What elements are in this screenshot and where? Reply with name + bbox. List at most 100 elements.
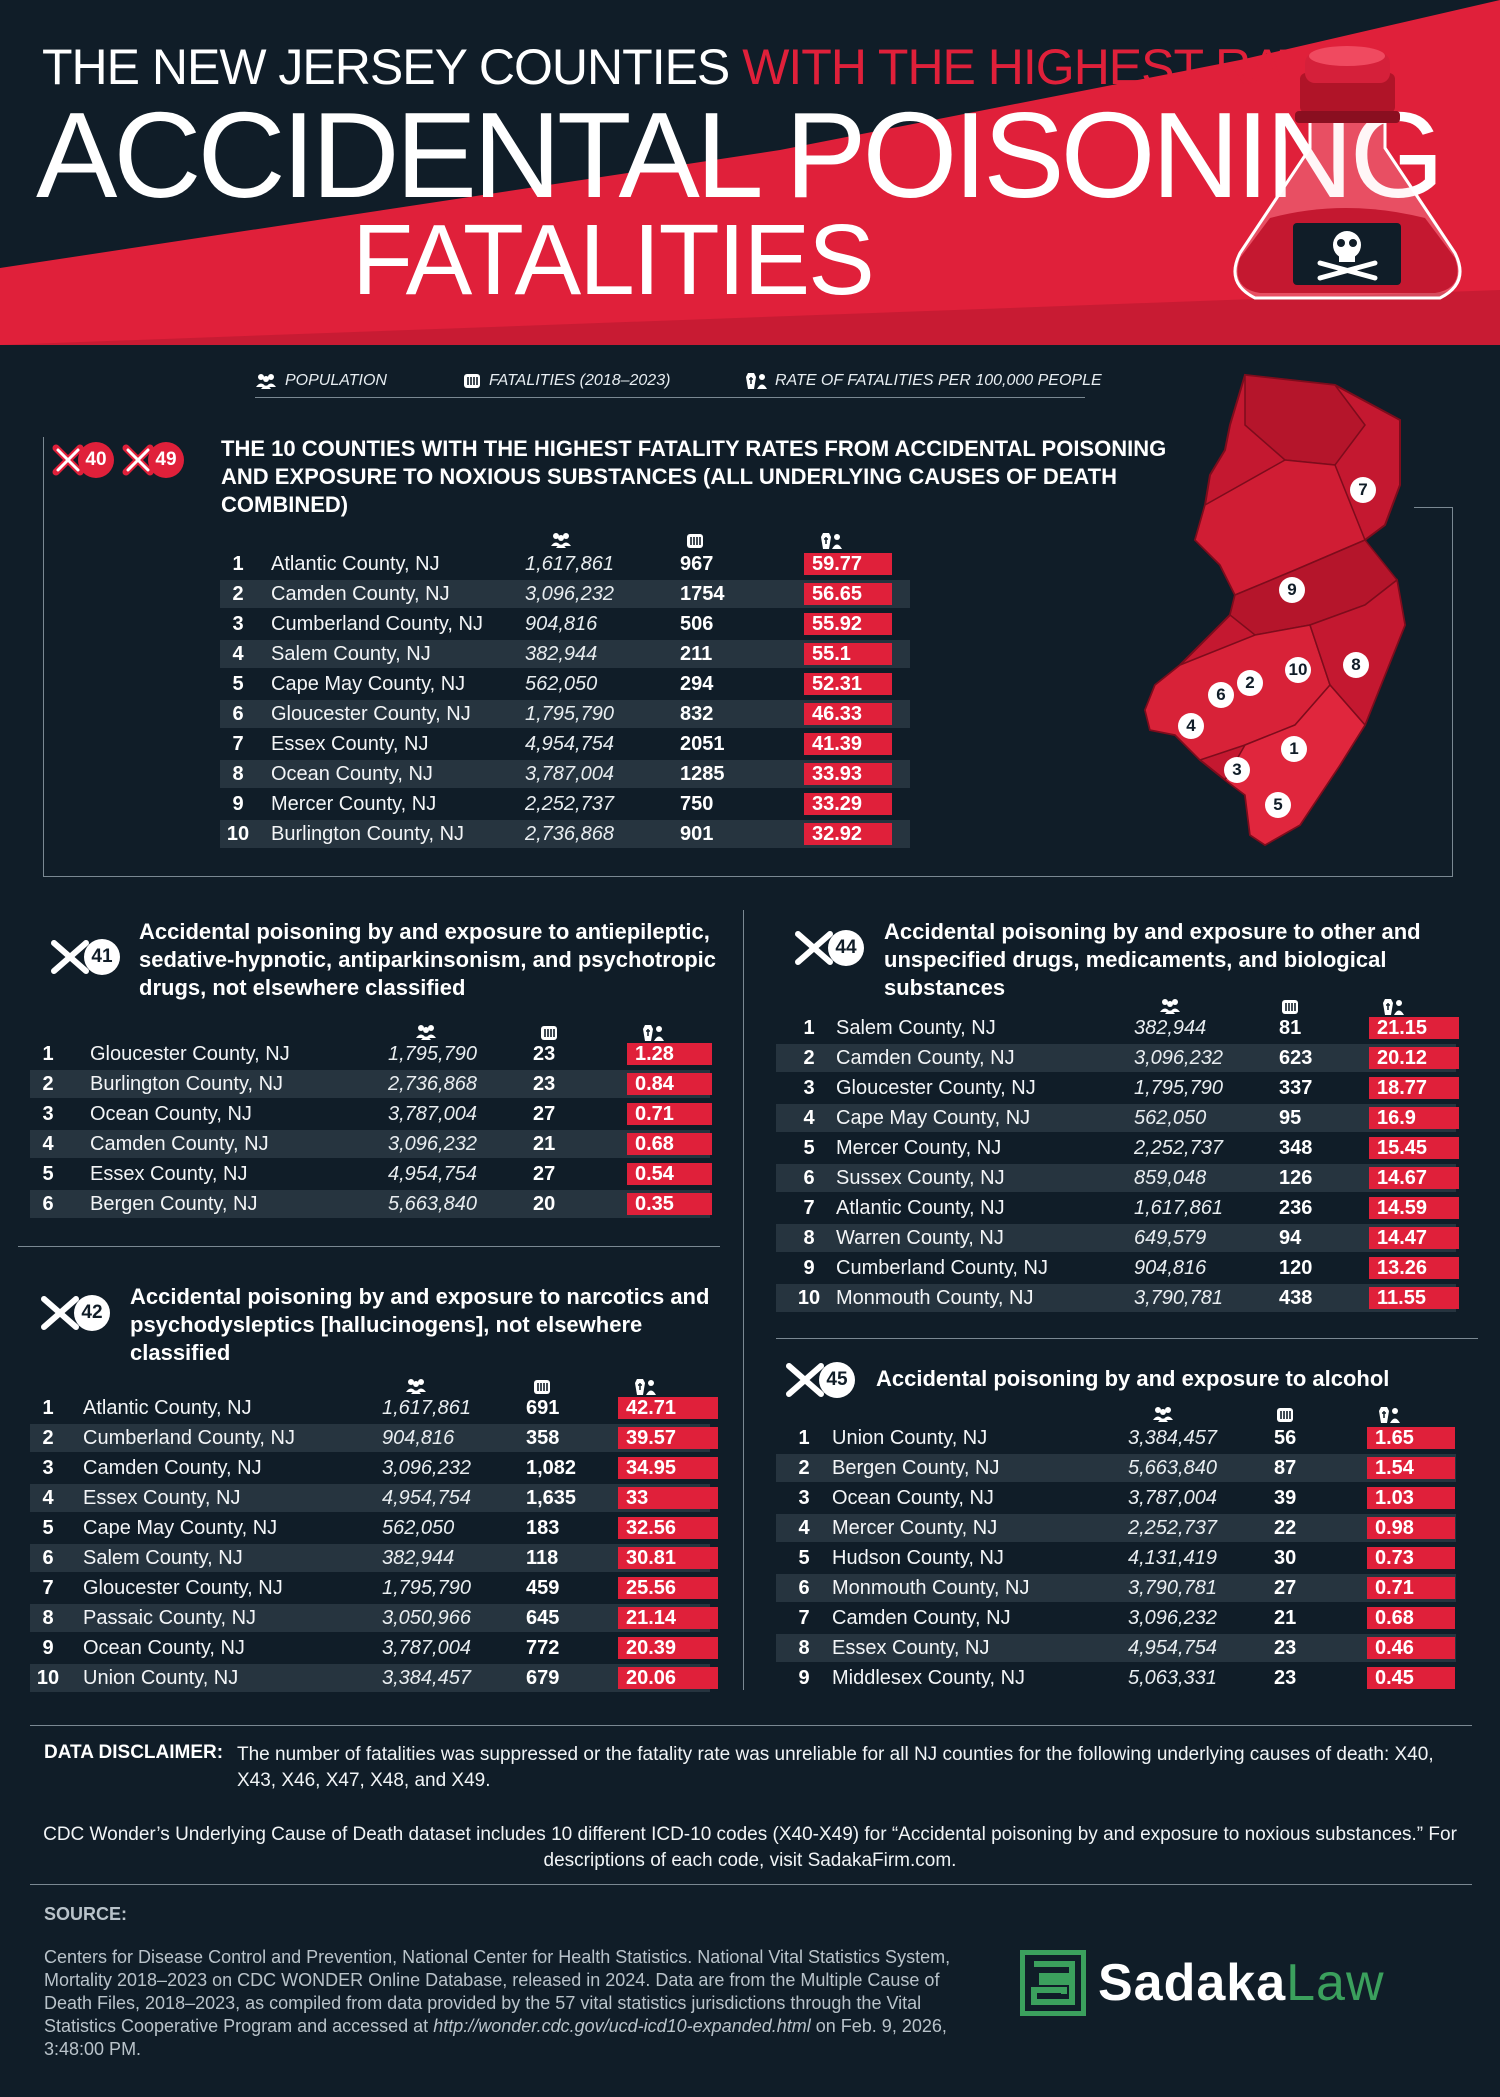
source-text: Centers for Disease Control and Preventi… — [44, 1947, 951, 2059]
fatalities-cell: 30 — [1274, 1547, 1297, 1569]
table-row: 3 Gloucester County, NJ 1,795,790 337 18.77 — [776, 1074, 1459, 1102]
table-row: 10 Union County, NJ 3,384,457 679 20.06 — [30, 1664, 718, 1692]
crossbones-icon — [52, 444, 84, 476]
rank-cell: 6 — [42, 1193, 54, 1215]
county-cell: Salem County, NJ — [271, 643, 431, 665]
section-divider — [18, 1246, 720, 1247]
table-row: 5 Essex County, NJ 4,954,754 27 0.54 — [30, 1160, 712, 1188]
table-row: 8 Ocean County, NJ 3,787,004 1285 33.93 — [220, 760, 910, 788]
disclaimer-label: DATA DISCLAIMER: — [44, 1742, 224, 1763]
rank-cell: 2 — [803, 1047, 815, 1069]
x42-title: Accidental poisoning by and exposure to … — [130, 1284, 710, 1365]
population-cell: 3,787,004 — [525, 763, 614, 785]
cdc-note: CDC Wonder’s Underlying Cause of Death d… — [43, 1824, 1457, 1871]
population-cell: 2,252,737 — [1128, 1517, 1217, 1539]
county-cell: Mercer County, NJ — [271, 793, 437, 815]
people-icon — [406, 1379, 426, 1394]
population-cell: 4,954,754 — [525, 733, 614, 755]
population-cell: 2,736,868 — [525, 823, 614, 845]
county-cell: Cape May County, NJ — [271, 673, 466, 695]
table-row: 9 Mercer County, NJ 2,252,737 750 33.29 — [220, 790, 910, 818]
rate-cell: 25.56 — [618, 1577, 718, 1599]
county-cell: Sussex County, NJ — [836, 1167, 1005, 1189]
map-marker-9: 9 — [1279, 577, 1305, 603]
table-row: 6 Sussex County, NJ 859,048 126 14.67 — [776, 1164, 1459, 1192]
rank-cell: 2 — [42, 1073, 54, 1095]
population-cell: 562,050 — [525, 673, 598, 695]
rate-cell: 15.45 — [1369, 1137, 1459, 1159]
county-cell: Cumberland County, NJ — [271, 613, 483, 635]
rate-cell: 1.03 — [1367, 1487, 1455, 1509]
fatalities-cell: 211 — [680, 643, 713, 665]
rank-cell: 1 — [232, 553, 244, 575]
population-cell: 3,384,457 — [1128, 1427, 1217, 1449]
fatalities-cell: 2051 — [680, 733, 725, 755]
rate-cell: 0.71 — [627, 1103, 712, 1125]
population-cell: 4,954,754 — [382, 1487, 471, 1509]
crossbones-icon — [51, 940, 89, 974]
county-cell: Cumberland County, NJ — [836, 1257, 1048, 1279]
coffin-person-icon — [643, 1025, 664, 1041]
population-cell: 5,063,331 — [1128, 1667, 1217, 1689]
rank-cell: 8 — [232, 763, 244, 785]
rank-cell: 3 — [232, 613, 244, 635]
county-cell: Gloucester County, NJ — [90, 1043, 290, 1065]
county-cell: Monmouth County, NJ — [832, 1577, 1030, 1599]
fatalities-cell: 506 — [680, 613, 714, 635]
table-row: 6 Salem County, NJ 382,944 118 30.81 — [30, 1544, 718, 1572]
table-row: 2 Camden County, NJ 3,096,232 1754 56.65 — [220, 580, 910, 608]
sadaka-law-logo: SadakaLaw — [1020, 1948, 1440, 2018]
rank-cell: 6 — [798, 1577, 810, 1599]
rank-cell: 2 — [798, 1457, 810, 1479]
skull-crossbones-flask-icon — [1233, 46, 1462, 300]
legend-population: POPULATION — [255, 372, 387, 390]
rank-cell: 1 — [42, 1397, 54, 1419]
county-cell: Salem County, NJ — [83, 1547, 243, 1569]
table-row: 5 Mercer County, NJ 2,252,737 348 15.45 — [776, 1134, 1459, 1162]
population-cell: 2,736,868 — [388, 1073, 477, 1095]
fatalities-cell: 750 — [680, 793, 714, 815]
rank-cell: 3 — [42, 1103, 54, 1125]
legend: POPULATION FATALITIES (2018–2023) RATE O… — [255, 368, 1135, 398]
county-cell: Essex County, NJ — [90, 1163, 248, 1185]
population-cell: 3,384,457 — [382, 1667, 471, 1689]
people-icon — [551, 533, 571, 548]
rank-cell: 6 — [803, 1167, 815, 1189]
county-cell: Cape May County, NJ — [836, 1107, 1031, 1129]
table-row: 7 Essex County, NJ 4,954,754 2051 41.39 — [220, 730, 910, 758]
rate-cell: 32.92 — [804, 823, 892, 845]
fatalities-cell: 967 — [680, 553, 714, 575]
rank-cell: 9 — [803, 1257, 815, 1279]
county-cell: Camden County, NJ — [90, 1133, 269, 1155]
x45-title: Accidental poisoning by and exposure to … — [876, 1366, 1390, 1391]
fatalities-cell: 21 — [533, 1133, 556, 1155]
title-line-3: FATALITIES — [352, 204, 875, 316]
source-url[interactable]: http://wonder.cdc.gov/ucd-icd10-expanded… — [433, 2016, 811, 2036]
header-banner: THE NEW JERSEY COUNTIES WITH THE HIGHEST… — [0, 0, 1500, 345]
rank-cell: 7 — [798, 1607, 810, 1629]
table-row: 5 Hudson County, NJ 4,131,419 30 0.73 — [776, 1544, 1456, 1572]
county-cell: Burlington County, NJ — [271, 823, 465, 845]
crossbones-icon — [122, 444, 154, 476]
rate-cell: 20.12 — [1369, 1047, 1459, 1069]
fatalities-cell: 236 — [1279, 1197, 1313, 1219]
county-cell: Warren County, NJ — [836, 1227, 1004, 1249]
badge-number: 49 — [148, 442, 184, 478]
badge-x45: 45 — [783, 1360, 855, 1400]
logo-text: SadakaLaw — [1098, 1954, 1385, 2012]
main-section-title: THE 10 COUNTIES WITH THE HIGHEST FATALIT… — [221, 436, 1167, 517]
table-row: 10 Monmouth County, NJ 3,790,781 438 11.55 — [776, 1284, 1459, 1312]
table-row: 2 Bergen County, NJ 5,663,840 87 1.54 — [776, 1454, 1456, 1482]
rank-cell: 8 — [798, 1637, 810, 1659]
table-row: 3 Camden County, NJ 3,096,232 1,082 34.95 — [30, 1454, 718, 1482]
population-cell: 562,050 — [382, 1517, 455, 1539]
rank-cell: 5 — [803, 1137, 815, 1159]
county-cell: Ocean County, NJ — [832, 1487, 994, 1509]
table-row: 4 Cape May County, NJ 562,050 95 16.9 — [776, 1104, 1459, 1132]
rate-cell: 33.29 — [804, 793, 892, 815]
fatalities-cell: 27 — [1274, 1577, 1297, 1599]
population-cell: 859,048 — [1134, 1167, 1207, 1189]
badge-x40: 40 — [50, 442, 114, 478]
map-marker-4: 4 — [1178, 713, 1204, 739]
table-row: 9 Ocean County, NJ 3,787,004 772 20.39 — [30, 1634, 718, 1662]
